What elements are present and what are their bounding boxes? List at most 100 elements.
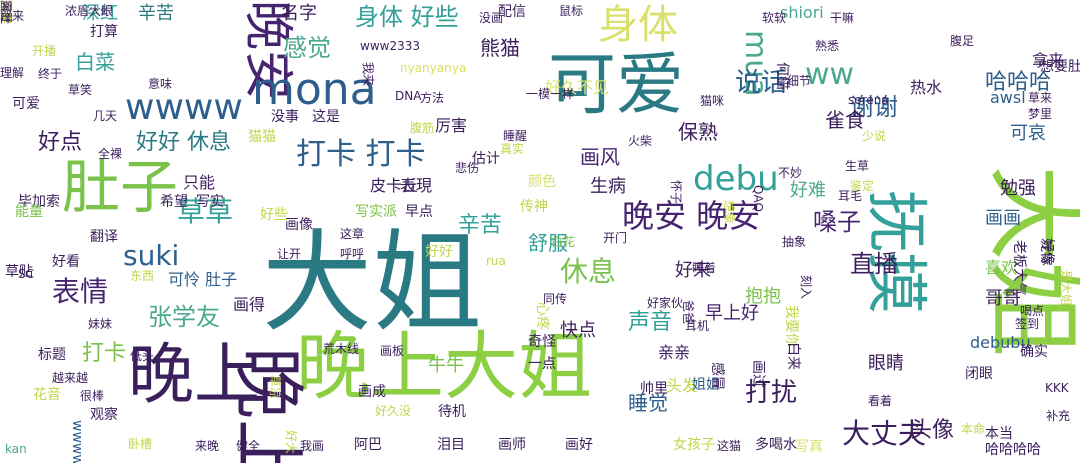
cloud-word: 一模一样 [526,87,575,101]
cloud-word: 妹妹 [88,317,113,331]
cloud-word: 亲亲 [658,343,691,362]
cloud-word: 牛牛 [428,355,464,376]
cloud-word: 浓眉大眼 [65,4,114,18]
cloud-word: 毕加索 [18,194,60,210]
cloud-word: 本当 [985,426,1013,442]
cloud-word: 直播 [850,250,898,278]
cloud-word: 画画 [985,208,1021,229]
cloud-word: 早上好 [705,303,759,324]
cloud-word: 火柴 [628,134,653,148]
cloud-word: 泪目 [437,437,465,453]
cloud-word: 花音 [33,387,61,403]
cloud-word: 说话 [735,68,788,98]
cloud-word: 哈哈哈 [985,70,1052,95]
cloud-word: 睡觉 [628,391,668,415]
cloud-word: 几天 [93,109,118,123]
cloud-word: 可哀 [1010,123,1046,144]
cloud-word: 没画 [479,11,504,25]
cloud-word: 保熟 [678,120,718,144]
cloud-word: 不妙 [778,166,803,180]
cloud-word: 张学友 [148,303,220,331]
cloud-word: SC [18,267,34,281]
cloud-word: 终于 [38,67,63,81]
cloud-word: 喝点 [1020,304,1045,318]
cloud-word: 颜色 [528,174,556,190]
cloud-word: 好点 [38,130,83,155]
cloud-word: 好久不见 [545,78,610,97]
cloud-word: 帅里 [640,381,668,397]
cloud-word: 好来 [675,260,711,281]
cloud-word: 熊猫 [480,36,520,60]
cloud-word: 让开 [277,247,302,261]
cloud-word: 女孩子 [673,437,715,453]
cloud-word: 打卡 打卡 [296,137,426,172]
cloud-word: 好些 [260,207,288,223]
cloud-word: 全裸 [98,147,123,161]
cloud-word: 谢谢 [850,93,898,121]
cloud-word: 呼呼 [340,247,365,261]
cloud-word: 多喝水 [755,437,797,453]
cloud-word: 感觉 [283,34,331,62]
cloud-word: 希望 [160,194,188,210]
cloud-word: 这章 [340,227,365,241]
cloud-word: 待机 [438,404,466,420]
cloud-word: 感冒 [709,362,725,390]
cloud-word: 怀子 [669,180,683,205]
cloud-word: 我来 [361,62,375,87]
cloud-word: suki [123,239,180,272]
cloud-word: 画像 [285,217,313,233]
cloud-word: 画师 [498,437,526,453]
cloud-word: 耶来 [0,9,25,23]
cloud-word: 姐姐 [692,377,720,393]
cloud-word: 表現 [400,176,433,195]
cloud-word: 晚上 [128,336,260,413]
cloud-word: KKK [1045,381,1069,395]
cloud-word: 老板大气 [1011,240,1027,296]
cloud-word: 打算 [90,24,118,40]
cloud-word: QAQ [751,185,765,212]
cloud-word: mona [252,64,377,115]
cloud-word: 一点 [528,356,556,372]
cloud-word: 草来 [1028,91,1053,105]
cloud-word: 厉害 [435,116,468,135]
cloud-word: nyanyanya [400,61,467,75]
cloud-word: 细节 [787,74,812,88]
cloud-word: 奇怪 [528,334,556,350]
cloud-word: 深红 [82,3,118,24]
cloud-word: 嗓子 [813,208,861,236]
cloud-word: 鼠标 [559,4,584,18]
cloud-word: 大姐 [262,219,482,347]
cloud-word: 来晚 [195,439,220,453]
cloud-word: 草笑 [68,83,93,97]
cloud-word: 大丈夫 [842,417,927,450]
cloud-word: 能量 [15,204,43,220]
cloud-word: 白来 [785,342,801,370]
cloud-word: 晚安 晚安 [622,197,761,235]
cloud-word: 生病 [590,176,626,197]
cloud-word: awsl [990,88,1026,107]
cloud-word: 草草 [177,195,234,228]
cloud-word: 好家伙 [647,296,684,310]
cloud-word: 阿巴 [354,437,382,453]
cloud-word: 头像 [910,418,955,443]
cloud-word: 心疼 [534,302,550,330]
cloud-word: 身体 好些 [355,3,459,31]
cloud-word: 画成 [358,384,386,400]
cloud-word: 何猫 [774,62,790,90]
cloud-word: 画好 [565,437,593,453]
cloud-word: 哈哈哈哈 [985,442,1041,458]
cloud-word: 好难 [790,180,826,201]
cloud-word: 耳机 [685,319,710,333]
cloud-word: 这猫 [717,439,742,453]
cloud-word: 腹筋 [410,121,435,135]
cloud-word: 表情 [52,275,109,308]
cloud-word: 软软 [762,11,787,25]
cloud-word: 卧槽 [128,437,153,451]
cloud-word: 抽象 [782,235,807,249]
cloud-word: 熟悉 [815,39,840,53]
cloud-word: 抱抱 [745,286,781,307]
cloud-word: 白菜 [75,50,115,74]
cloud-word: 宠物 [1039,240,1053,265]
cloud-word: 我要你 [783,305,799,347]
